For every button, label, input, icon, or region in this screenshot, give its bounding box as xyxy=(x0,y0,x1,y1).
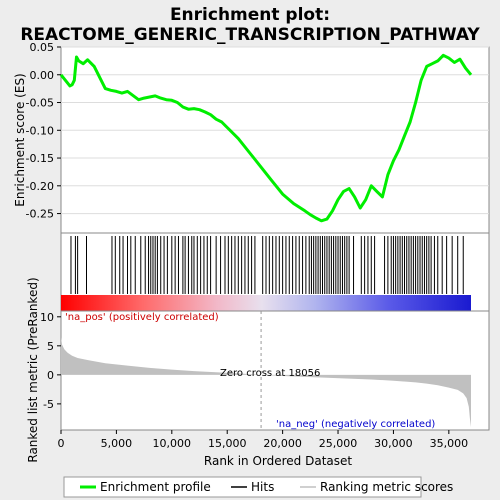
es-y-tick-label: 0.05 xyxy=(30,41,55,54)
enrichment-plot-area xyxy=(60,46,490,234)
es-y-tick-label: -0.25 xyxy=(26,208,54,221)
legend-enrichment-label: Enrichment profile xyxy=(100,480,211,494)
x-tick-label: 5,000 xyxy=(101,437,133,450)
enrichment-y-axis-label: Enrichment score (ES) xyxy=(13,73,27,206)
metric-y-tick-label: 0 xyxy=(47,369,54,382)
x-tick-label: 20,000 xyxy=(263,437,302,450)
x-tick-label: 10,000 xyxy=(153,437,192,450)
negative-correlation-label: 'na_neg' (negatively correlated) xyxy=(276,419,435,430)
hits-panel xyxy=(60,232,490,312)
zero-cross-label: Zero cross at 18056 xyxy=(220,368,320,379)
x-tick-label: 35,000 xyxy=(430,437,469,450)
es-y-tick-label: -0.20 xyxy=(26,180,54,193)
x-tick-label: 25,000 xyxy=(319,437,358,450)
rank-color-bar xyxy=(61,295,471,311)
metric-y-axis-label: Ranked list metric (PreRanked) xyxy=(26,277,40,462)
x-tick-label: 0 xyxy=(58,437,65,450)
es-y-tick-label: -0.05 xyxy=(26,97,54,110)
positive-correlation-label: 'na_pos' (positively correlated) xyxy=(65,312,219,323)
metric-y-tick-label: 5 xyxy=(47,340,54,353)
legend-hits-label: Hits xyxy=(251,480,274,494)
legend-metric-label: Ranking metric scores xyxy=(320,480,453,494)
es-y-tick-label: -0.10 xyxy=(26,124,54,137)
x-axis-label: Rank in Ordered Dataset xyxy=(204,454,352,468)
chart-title-line-1: Enrichment plot: xyxy=(170,5,330,25)
enrichment-score-panel: 0.05 0.00 -0.05 -0.10 -0.15 -0.20 -0.25 Enrich… xyxy=(13,41,490,234)
enrichment-profile-line xyxy=(59,53,473,223)
ranked-metric-panel: 10 5 0 -5 0 5,000 10,000 15,000 20,000 25,000 30,… xyxy=(26,277,490,468)
chart-title-line-2: REACTOME_GENERIC_TRANSCRIPTION_PATHWAY xyxy=(20,25,480,45)
x-tick-label: 15,000 xyxy=(208,437,247,450)
legend: Enrichment profile Hits Ranking metric s… xyxy=(63,476,453,498)
metric-y-tick-label: 10 xyxy=(40,311,54,324)
es-y-tick-label: -0.15 xyxy=(26,152,54,165)
metric-y-tick-label: -5 xyxy=(43,398,54,411)
es-y-tick-label: 0.00 xyxy=(30,69,55,82)
x-tick-label: 30,000 xyxy=(374,437,413,450)
